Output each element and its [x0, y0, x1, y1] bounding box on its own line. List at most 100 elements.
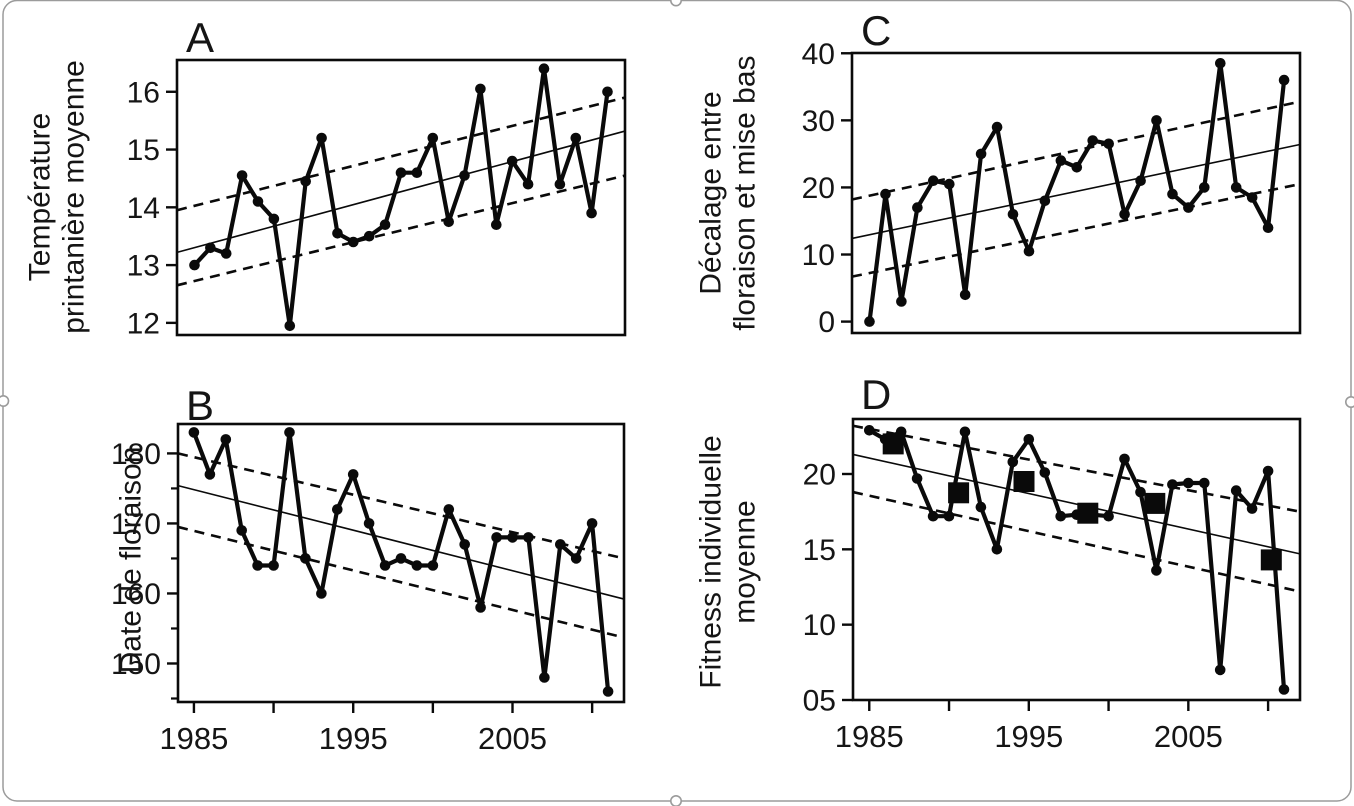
data-point	[1087, 135, 1098, 146]
y-axis-title-line: moyenne	[729, 500, 762, 623]
data-point	[189, 259, 200, 271]
data-point	[959, 289, 971, 301]
trend-line	[177, 484, 625, 600]
plot-box-border	[175, 58, 627, 337]
x-tick-label: 2005	[1154, 719, 1223, 754]
data-point	[959, 426, 971, 438]
square-marker	[1013, 471, 1035, 492]
y-tick-label: 16	[127, 76, 160, 109]
handle-left-middle[interactable]	[0, 395, 10, 407]
y-tick-label: 180	[111, 438, 161, 471]
data-point	[475, 83, 486, 95]
data-point	[252, 196, 264, 207]
data-point	[1183, 477, 1194, 489]
data-point	[204, 469, 216, 480]
data-point	[864, 316, 875, 327]
square-marker	[882, 433, 904, 455]
data-point	[1246, 192, 1258, 203]
data-point	[491, 219, 502, 230]
data-point	[538, 63, 550, 74]
data-point	[1278, 684, 1290, 695]
data-point	[332, 228, 343, 239]
data-point	[1103, 138, 1114, 150]
panel-A: 12 13 14 15 16 A Température printanière moyenn…	[24, 14, 627, 340]
upper-dashed-confidence-line	[852, 424, 1301, 513]
data-point	[300, 553, 311, 564]
data-point	[1199, 182, 1210, 193]
trend-line	[852, 453, 1301, 555]
data-point	[1055, 510, 1066, 522]
y-tick-label: 160	[111, 578, 161, 611]
data-point	[411, 167, 423, 178]
y-tick-label: 20	[803, 458, 836, 491]
handle-bottom-center[interactable]	[670, 795, 682, 806]
data-point	[1246, 503, 1258, 514]
data-point	[459, 170, 470, 181]
data-point	[507, 532, 518, 543]
data-point	[975, 501, 987, 513]
data-point	[491, 532, 502, 543]
panel-C: 0 10 20 30 40 C Décalage entre floraison et mis…	[695, 7, 1302, 339]
data-point	[1103, 510, 1114, 522]
y-tick-label: 30	[802, 105, 835, 138]
x-tick-label: 1995	[994, 719, 1063, 754]
x-tick-label: 1985	[835, 719, 904, 754]
data-point	[1167, 188, 1178, 200]
data-point	[1119, 453, 1130, 465]
data-point	[379, 560, 391, 571]
handle-top-center[interactable]	[670, 0, 682, 7]
y-axis-title-line: Température	[24, 113, 57, 281]
y-tick-label: 20	[802, 172, 835, 205]
data-point	[443, 216, 455, 228]
data-point	[363, 518, 375, 529]
data-point	[220, 248, 232, 259]
y-tick-label: 15	[803, 534, 836, 567]
data-point	[1230, 182, 1242, 193]
square-marker	[1260, 549, 1282, 571]
y-tick-label: 15	[127, 134, 160, 167]
y-tick-label: 0	[818, 306, 835, 339]
data-point	[555, 539, 566, 550]
data-point	[991, 544, 1003, 555]
y-tick-label: 150	[111, 648, 161, 681]
y-axis-title-line: Date de floraison	[115, 447, 148, 674]
data-point	[943, 510, 955, 522]
handle-right-middle[interactable]	[1345, 396, 1354, 408]
data-point	[586, 207, 597, 219]
data-point	[427, 560, 439, 571]
lower-dashed-confidence-line	[176, 174, 626, 287]
x-tick-label: 1995	[319, 721, 388, 756]
data-point	[912, 202, 923, 213]
trend-line	[176, 130, 626, 254]
lower-dashed-confidence-line	[852, 490, 1301, 593]
data-point	[1151, 115, 1162, 126]
data-point	[443, 504, 455, 515]
data-point	[188, 427, 200, 438]
panel-letter-D: D	[861, 371, 891, 418]
data-point	[379, 219, 391, 230]
data-point	[586, 518, 598, 529]
plot-box-border	[851, 417, 1302, 702]
data-point	[911, 473, 923, 484]
data-point	[1039, 467, 1051, 478]
data-point	[205, 242, 216, 254]
y-axis-title-line: Fitness individuelle	[695, 435, 728, 688]
data-point	[459, 539, 471, 550]
data-point	[539, 672, 550, 683]
square-marker	[1077, 502, 1099, 524]
data-point	[284, 427, 295, 438]
square-marker	[1144, 492, 1166, 514]
data-series-line	[867, 61, 1287, 324]
panel-letter-B: B	[186, 382, 214, 429]
y-tick-label: 14	[127, 192, 160, 225]
data-point	[1230, 485, 1242, 496]
y-axis-title-line: Décalage entre	[695, 91, 728, 294]
plot-box-border	[850, 51, 1302, 335]
data-point	[880, 188, 891, 200]
y-tick-label: 13	[127, 250, 160, 283]
data-point	[1071, 162, 1083, 173]
data-point	[1055, 155, 1067, 166]
data-point	[411, 560, 423, 571]
